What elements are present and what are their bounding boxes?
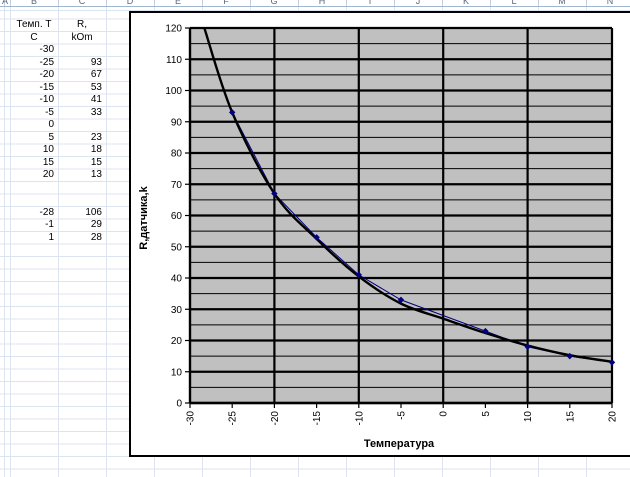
x-tick-label: -10 — [354, 411, 365, 426]
column-header-L[interactable]: L — [511, 0, 517, 6]
cell-temperature[interactable]: -20 — [39, 69, 54, 80]
y-tick-label: 20 — [171, 336, 183, 347]
y-tick-label: 110 — [166, 55, 182, 66]
y-tick-label: 0 — [176, 399, 182, 410]
cell-temperature[interactable]: -28 — [39, 206, 54, 218]
column-header-K[interactable]: K — [462, 0, 469, 6]
cell-resistance[interactable]: 53 — [90, 81, 102, 93]
axis-ticks — [185, 27, 613, 408]
cell-temperature[interactable]: -30 — [39, 44, 54, 55]
column-header-M[interactable]: M — [558, 0, 566, 6]
cell-resistance[interactable]: 13 — [90, 169, 102, 180]
chart[interactable]: 0 10 20 30 40 50 60 70 80 90 100 110 120 -30 -25 -20 -1… — [129, 11, 630, 457]
column-header-F[interactable]: F — [223, 0, 229, 6]
data-point — [229, 109, 236, 116]
x-tick-label: -5 — [397, 411, 408, 420]
x-tick-label: -25 — [228, 411, 239, 426]
cell-resistance[interactable]: 23 — [90, 131, 102, 143]
y-tick-label: 90 — [171, 117, 183, 128]
x-tick-label: -30 — [186, 411, 197, 426]
y-axis-labels[interactable]: 0 10 20 30 40 50 60 70 80 90 100 110 120 — [165, 24, 182, 410]
y-tick-label: 50 — [171, 242, 183, 253]
y-tick-label: 10 — [171, 367, 183, 378]
cell-resistance[interactable]: 67 — [90, 69, 102, 80]
x-axis-labels[interactable]: -30 -25 -20 -15 -10 -5 0 5 10 15 20 — [186, 411, 619, 426]
cell-temperature[interactable]: -10 — [39, 94, 54, 105]
x-tick-label: 5 — [481, 411, 492, 417]
cell-temperature[interactable]: Темп. Т — [16, 19, 52, 30]
cell-resistance[interactable]: 93 — [90, 56, 102, 68]
gridlines — [190, 26, 614, 405]
data-point — [482, 327, 489, 335]
cell-resistance[interactable]: 29 — [90, 219, 102, 230]
cell-resistance[interactable]: 33 — [90, 106, 102, 118]
cell-temperature[interactable]: 1 — [48, 231, 54, 243]
cell-resistance[interactable]: 15 — [90, 156, 102, 168]
x-tick-label: 10 — [523, 411, 534, 423]
data-point — [313, 234, 320, 241]
y-tick-label: 80 — [171, 149, 183, 160]
y-tick-label: 70 — [171, 180, 183, 191]
y-tick-label: 120 — [165, 24, 182, 35]
cell-temperature[interactable]: 5 — [48, 131, 54, 143]
x-tick-label: -15 — [312, 411, 323, 426]
trendline[interactable] — [203, 28, 612, 363]
x-tick-label: 0 — [439, 411, 450, 417]
cell-temperature[interactable]: 10 — [42, 144, 54, 155]
cell-temperature[interactable]: С — [30, 31, 38, 43]
column-header-D[interactable]: D — [126, 0, 134, 6]
cell-resistance[interactable]: 41 — [90, 94, 102, 105]
y-tick-label: 60 — [171, 211, 183, 222]
data-point — [355, 271, 362, 279]
x-axis-title[interactable]: Температура — [364, 438, 435, 450]
cell-resistance[interactable]: R, — [77, 19, 87, 30]
data-point — [397, 296, 405, 304]
y-axis-title[interactable]: R,датчика,k — [138, 185, 150, 249]
column-header-B[interactable]: B — [30, 0, 37, 6]
cell-temperature[interactable]: -15 — [39, 81, 54, 93]
column-header-H[interactable]: H — [318, 0, 326, 6]
cell-resistance[interactable]: kOm — [71, 31, 93, 43]
data-point — [608, 359, 616, 366]
cell-temperature[interactable]: 20 — [42, 169, 54, 180]
cell-temperature[interactable]: -1 — [45, 219, 54, 230]
column-header-C[interactable]: C — [78, 0, 86, 6]
x-tick-label: -20 — [270, 411, 281, 426]
y-tick-label: 100 — [165, 86, 182, 97]
cell-resistance[interactable]: 106 — [85, 206, 102, 218]
cell-temperature[interactable]: 0 — [48, 119, 54, 130]
x-tick-label: 20 — [608, 411, 619, 423]
cell-resistance[interactable]: 28 — [90, 231, 102, 243]
cell-temperature[interactable]: 15 — [42, 156, 54, 168]
column-header-J[interactable]: J — [415, 0, 421, 6]
column-header-A[interactable]: A — [1, 0, 8, 6]
column-header-G[interactable]: G — [270, 0, 278, 6]
cell-temperature[interactable]: -5 — [45, 106, 54, 118]
cell-temperature[interactable]: -25 — [39, 56, 54, 68]
column-headers[interactable]: A B C D E F G H I J K L M N — [0, 0, 630, 7]
column-header-N[interactable]: N — [606, 0, 614, 6]
data-point — [271, 190, 278, 197]
column-header-I[interactable]: I — [368, 0, 372, 6]
y-tick-label: 40 — [171, 274, 183, 285]
x-tick-label: 15 — [565, 411, 576, 423]
data-point — [524, 343, 531, 350]
y-tick-label: 30 — [171, 305, 183, 316]
column-header-E[interactable]: E — [174, 0, 181, 6]
cell-resistance[interactable]: 18 — [90, 144, 102, 155]
